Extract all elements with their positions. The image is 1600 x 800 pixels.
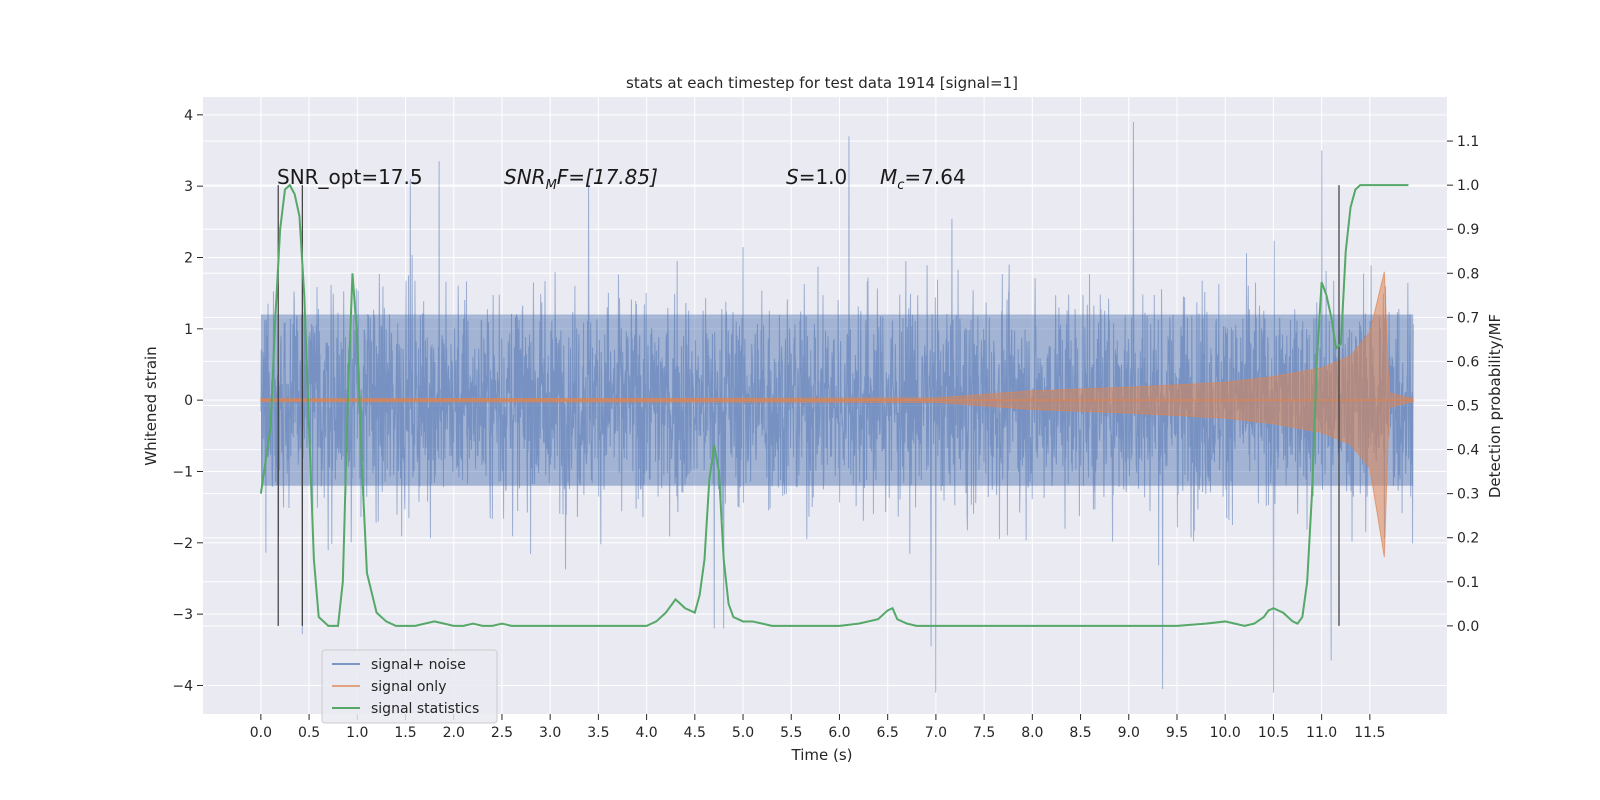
x-tick-label: 11.5: [1354, 725, 1385, 741]
y2-tick-label: 0.9: [1457, 222, 1479, 238]
x-tick-label: 8.5: [1069, 725, 1091, 741]
y-tick-label: −3: [172, 607, 193, 623]
x-tick-label: 1.0: [346, 725, 368, 741]
y-axis-left: −4 −3 −2 −1 0 1 2 3 4: [172, 108, 203, 694]
y-axis-right: 0.0 0.1 0.2 0.3 0.4 0.5 0.6 0.7 0.8 0.9 1.0 1.1: [1447, 134, 1479, 635]
legend-box: [321, 649, 498, 724]
y-tick-label: −4: [172, 678, 193, 694]
annotation-s: S=1.0: [786, 165, 847, 189]
legend-label-signal-only: signal only: [371, 679, 446, 695]
x-tick-label: 3.5: [587, 725, 609, 741]
signal-statistics-series: [259, 183, 1409, 627]
y2-tick-label: 1.1: [1457, 134, 1479, 150]
x-tick-label: 1.5: [394, 725, 416, 741]
y-tick-label: 3: [184, 179, 193, 195]
x-tick-label: 2.5: [491, 725, 513, 741]
annotation-mc: Mc=7.64: [880, 165, 966, 193]
y2-tick-label: 0.6: [1457, 354, 1479, 370]
y2-tick-label: 0.2: [1457, 531, 1479, 547]
annotation-snr-mf: SNRMF=[17.85]: [504, 165, 658, 193]
x-tick-label: 3.0: [539, 725, 561, 741]
signal-statistics-line: [259, 183, 1409, 627]
x-tick-label: 6.5: [877, 725, 899, 741]
y-tick-label: 2: [184, 250, 193, 266]
y-tick-label: −1: [172, 464, 193, 480]
x-tick-label: 7.5: [973, 725, 995, 741]
x-tick-label: 0.5: [298, 725, 320, 741]
x-tick-label: 10.0: [1210, 725, 1241, 741]
y2-tick-label: 0.7: [1457, 310, 1479, 326]
x-tick-label: 0.0: [250, 725, 272, 741]
y2-tick-label: 0.5: [1457, 399, 1479, 415]
legend-label-signal-statistics: signal statistics: [371, 701, 479, 717]
y-tick-label: 1: [184, 322, 193, 338]
y2-tick-label: 0.8: [1457, 266, 1479, 282]
x-tick-label: 2.0: [443, 725, 465, 741]
x-tick-label: 9.5: [1166, 725, 1188, 741]
x-tick-label: 5.5: [780, 725, 802, 741]
y-tick-label: −2: [172, 536, 193, 552]
y-tick-label: 4: [184, 108, 193, 124]
x-tick-label: 4.0: [635, 725, 657, 741]
y-tick-label: 0: [184, 393, 193, 409]
x-tick-label: 6.0: [828, 725, 850, 741]
signal-only-series: [260, 271, 1414, 558]
x-tick-label: 11.0: [1306, 725, 1337, 741]
legend-label-signal-noise: signal+ noise: [371, 657, 466, 673]
x-tick-label: 7.0: [925, 725, 947, 741]
y-axis-label: Whitened strain: [142, 346, 160, 465]
x-axis-label: Time (s): [791, 746, 853, 764]
y2-tick-label: 0.1: [1457, 575, 1479, 591]
y2-tick-label: 1.0: [1457, 178, 1479, 194]
x-tick-label: 4.5: [684, 725, 706, 741]
y2-tick-label: 0.4: [1457, 443, 1479, 459]
x-tick-label: 10.5: [1258, 725, 1289, 741]
y2-tick-label: 0.3: [1457, 487, 1479, 503]
legend: signal+ noise signal only signal statist…: [321, 649, 498, 724]
annotation-snr-opt: SNR_opt=17.5: [277, 165, 423, 189]
x-tick-label: 9.0: [1118, 725, 1140, 741]
chart-title: stats at each timestep for test data 191…: [626, 74, 1018, 92]
y2-tick-label: 0.0: [1457, 619, 1479, 635]
x-tick-label: 8.0: [1021, 725, 1043, 741]
signal-only-envelope: [260, 271, 1414, 558]
y2-axis-label: Detection probability/MF: [1486, 314, 1504, 498]
x-tick-label: 5.0: [732, 725, 754, 741]
x-axis: 0.0 0.5 1.0 1.5 2.0 2.5 3.0 3.5 4.0 4.5 5.0 5.5 6.0 6…: [250, 714, 1385, 741]
